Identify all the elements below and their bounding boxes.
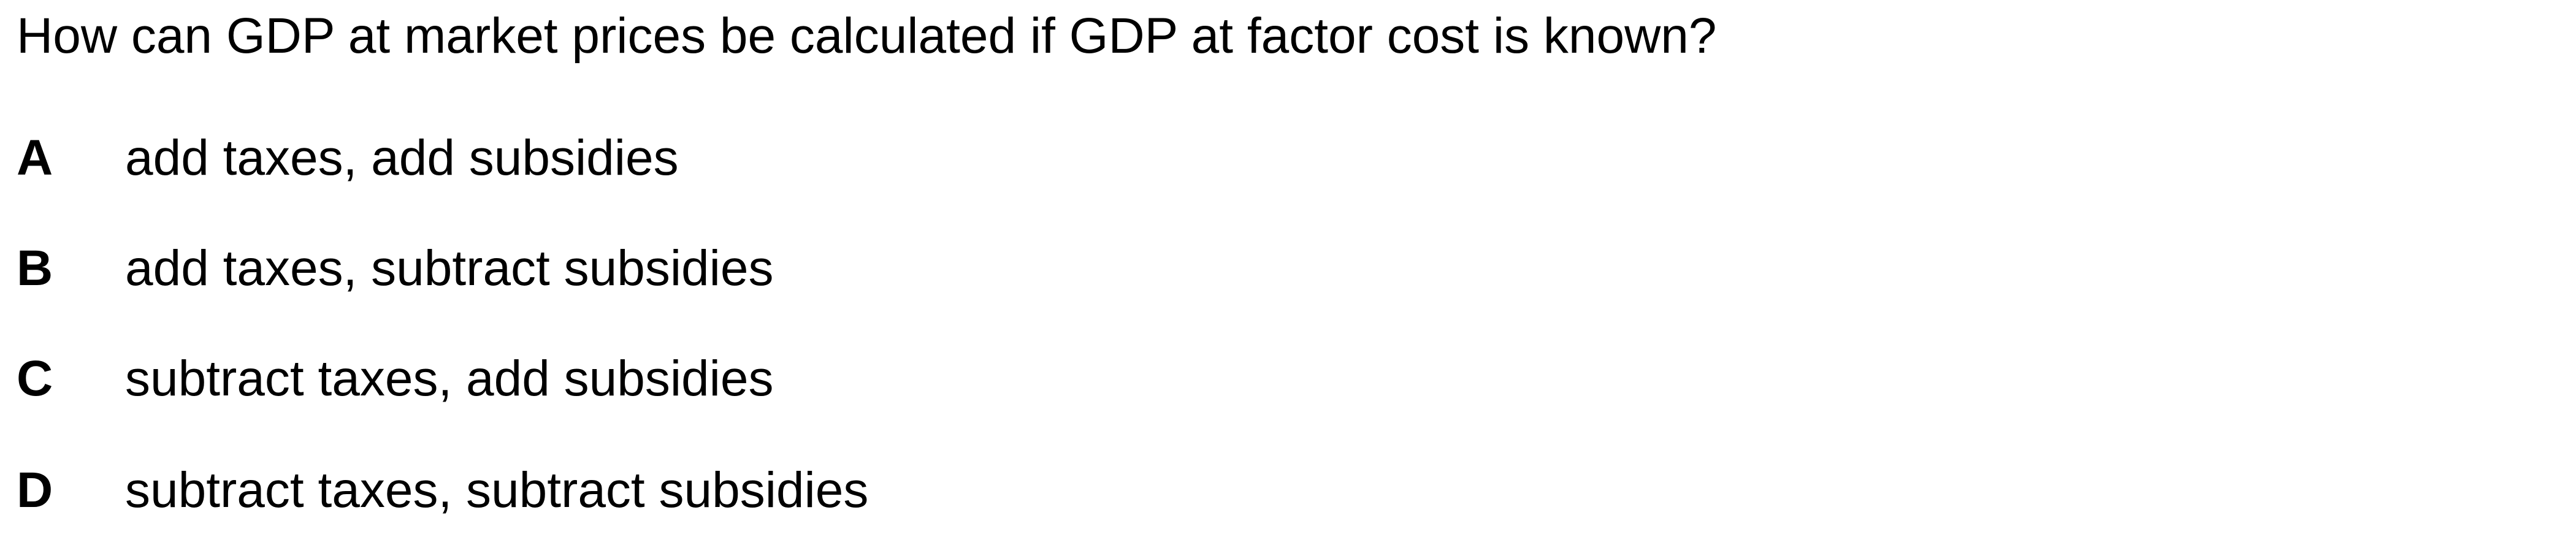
option-letter: D [17, 462, 53, 518]
option-text: subtract taxes, subtract subsidies [125, 462, 869, 518]
option-text: add taxes, subtract subsidies [125, 240, 774, 296]
option-letter: B [17, 240, 53, 296]
option-letter: C [17, 351, 53, 406]
option-text: subtract taxes, add subsidies [125, 351, 774, 406]
option-text: add taxes, add subsidies [125, 130, 679, 186]
option-letter: A [17, 130, 53, 186]
question-text: How can GDP at market prices be calculat… [17, 8, 1717, 64]
